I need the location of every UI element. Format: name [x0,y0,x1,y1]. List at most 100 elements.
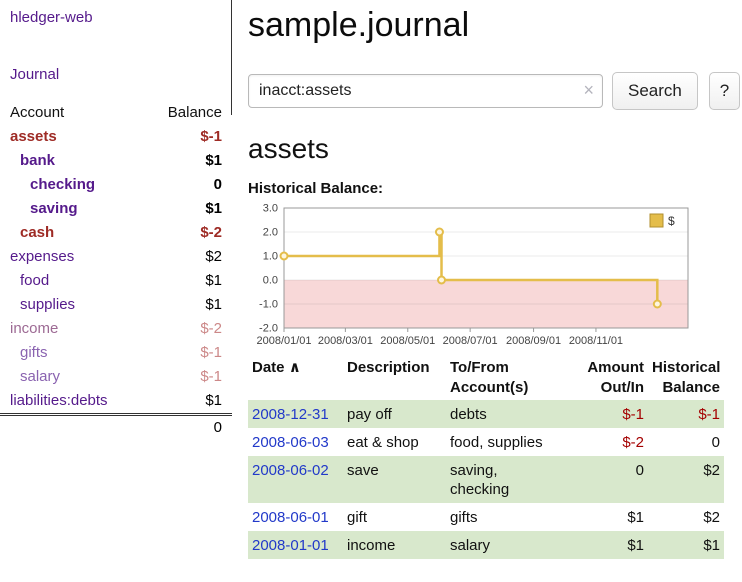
svg-text:$: $ [668,214,675,228]
transaction-amount: $1 [627,508,644,526]
account-row: income $-2 [0,317,232,341]
sidebar: hledger-web Journal Account Balance asse… [0,0,232,440]
account-heading: assets [248,133,329,165]
search-input[interactable] [248,74,603,109]
account-row: checking 0 [0,173,232,197]
account-link[interactable]: gifts [20,344,48,361]
account-link[interactable]: expenses [10,248,75,265]
account-row: bank $1 [0,149,232,173]
svg-text:2008/01/01: 2008/01/01 [256,335,311,347]
transaction-date-link[interactable]: 2008-01-01 [252,536,329,554]
column-header-accounts[interactable]: To/From Account(s) [450,359,529,397]
transaction-description: income [347,536,396,554]
transaction-date-link[interactable]: 2008-06-02 [252,461,329,479]
svg-text:2008/09/01: 2008/09/01 [506,335,561,347]
search-button[interactable]: Search [612,72,698,111]
svg-text:-1.0: -1.0 [259,299,278,311]
svg-text:3.0: 3.0 [263,203,278,215]
account-link[interactable]: bank [20,152,56,169]
accounts-header-balance: Balance [167,104,222,121]
svg-text:2008/03/01: 2008/03/01 [318,335,373,347]
app-brand: hledger-web [0,0,232,26]
transaction-balance: $2 [703,508,720,526]
account-row: supplies $1 [0,293,232,317]
account-row: gifts $-1 [0,341,232,365]
transaction-date-link[interactable]: 2008-12-31 [252,405,329,423]
transaction-accounts: salary [450,536,491,554]
account-row: expenses $2 [0,245,232,269]
register-table: Date ∧ Description To/From Account(s) Am… [248,356,724,560]
account-link[interactable]: salary [20,368,61,385]
accounts-total-spacer [0,413,143,440]
account-row: liabilities:debts $1 [0,389,232,415]
account-link[interactable]: assets [10,128,57,145]
column-header-date[interactable]: Date ∧ [248,356,343,400]
transaction-date-link[interactable]: 2008-06-03 [252,433,329,451]
account-row: saving $1 [0,197,232,221]
account-row: food $1 [0,269,232,293]
account-balance: $-1 [200,368,222,385]
help-button[interactable]: ? [708,72,740,111]
account-link[interactable]: checking [30,176,96,193]
column-header-balance[interactable]: Historical Balance [652,359,721,397]
svg-text:2.0: 2.0 [263,227,278,239]
journal-nav: Journal [0,26,232,83]
column-header-description[interactable]: Description [347,359,430,377]
account-link[interactable]: liabilities:debts [10,392,108,409]
transaction-accounts: debts [450,405,487,423]
account-balance: $1 [205,392,222,409]
account-balance: $1 [205,296,222,313]
account-balance: $1 [205,152,222,169]
transaction-row: 2008-12-31 pay off debts $-1 $-1 [248,400,724,429]
account-row: assets $-1 [0,125,232,149]
account-balance: $-2 [200,224,222,241]
transaction-amount: $-2 [622,433,644,451]
account-link[interactable]: food [20,272,50,289]
transaction-balance: 0 [711,433,720,451]
account-balance: $-1 [200,344,222,361]
svg-text:-2.0: -2.0 [259,323,278,335]
transaction-description: save [347,461,379,479]
accounts-header-row: Account Balance [0,100,232,125]
transaction-description: gift [347,508,368,526]
app-brand-link[interactable]: hledger-web [10,9,93,26]
svg-text:0.0: 0.0 [263,275,278,287]
sort-ascending-icon: ∧ [288,359,301,377]
svg-text:2008/11/01: 2008/11/01 [569,335,623,347]
transaction-row: 2008-06-02 save saving, checking 0 $2 [248,456,724,504]
column-header-amount[interactable]: Amount Out/In [587,359,644,397]
transaction-amount: $-1 [622,405,644,423]
account-balance: $-2 [200,320,222,337]
transaction-amount: 0 [635,461,644,479]
transaction-balance: $-1 [698,405,720,423]
accounts-table: Account Balance assets $-1 bank $1 checking 0… [0,100,232,440]
account-link[interactable]: cash [20,224,55,241]
account-balance: $2 [205,248,222,265]
transaction-accounts: saving, checking [450,461,510,498]
account-balance: $1 [205,200,222,217]
sidebar-divider [231,0,232,115]
account-row: cash $-2 [0,221,232,245]
account-link[interactable]: supplies [20,296,76,313]
clear-search-icon[interactable]: × [583,80,594,101]
journal-link[interactable]: Journal [10,66,60,83]
register-table-body: 2008-12-31 pay off debts $-1 $-1 2008-06-03 ea… [248,400,724,560]
chart-label: Historical Balance: [248,180,384,198]
transaction-accounts: gifts [450,508,478,526]
accounts-header-account: Account [10,104,65,121]
account-link[interactable]: income [10,320,59,337]
transaction-amount: $1 [627,536,644,554]
search-input-wrapper: × [248,74,603,109]
register-header-row: Date ∧ Description To/From Account(s) Am… [248,356,724,400]
svg-text:1.0: 1.0 [263,251,278,263]
page-title: sample.journal [248,6,470,44]
main-content: sample.journal × Search ? assets Histori… [248,0,740,560]
account-link[interactable]: saving [30,200,78,217]
account-balance: 0 [213,176,222,193]
transaction-date-link[interactable]: 2008-06-01 [252,508,329,526]
transaction-description: pay off [347,405,392,423]
column-header-date-label: Date [252,359,285,377]
accounts-table-body: assets $-1 bank $1 checking 0 saving $1 cash $-2 e… [0,125,232,415]
accounts-total-balance: 0 [142,413,232,440]
